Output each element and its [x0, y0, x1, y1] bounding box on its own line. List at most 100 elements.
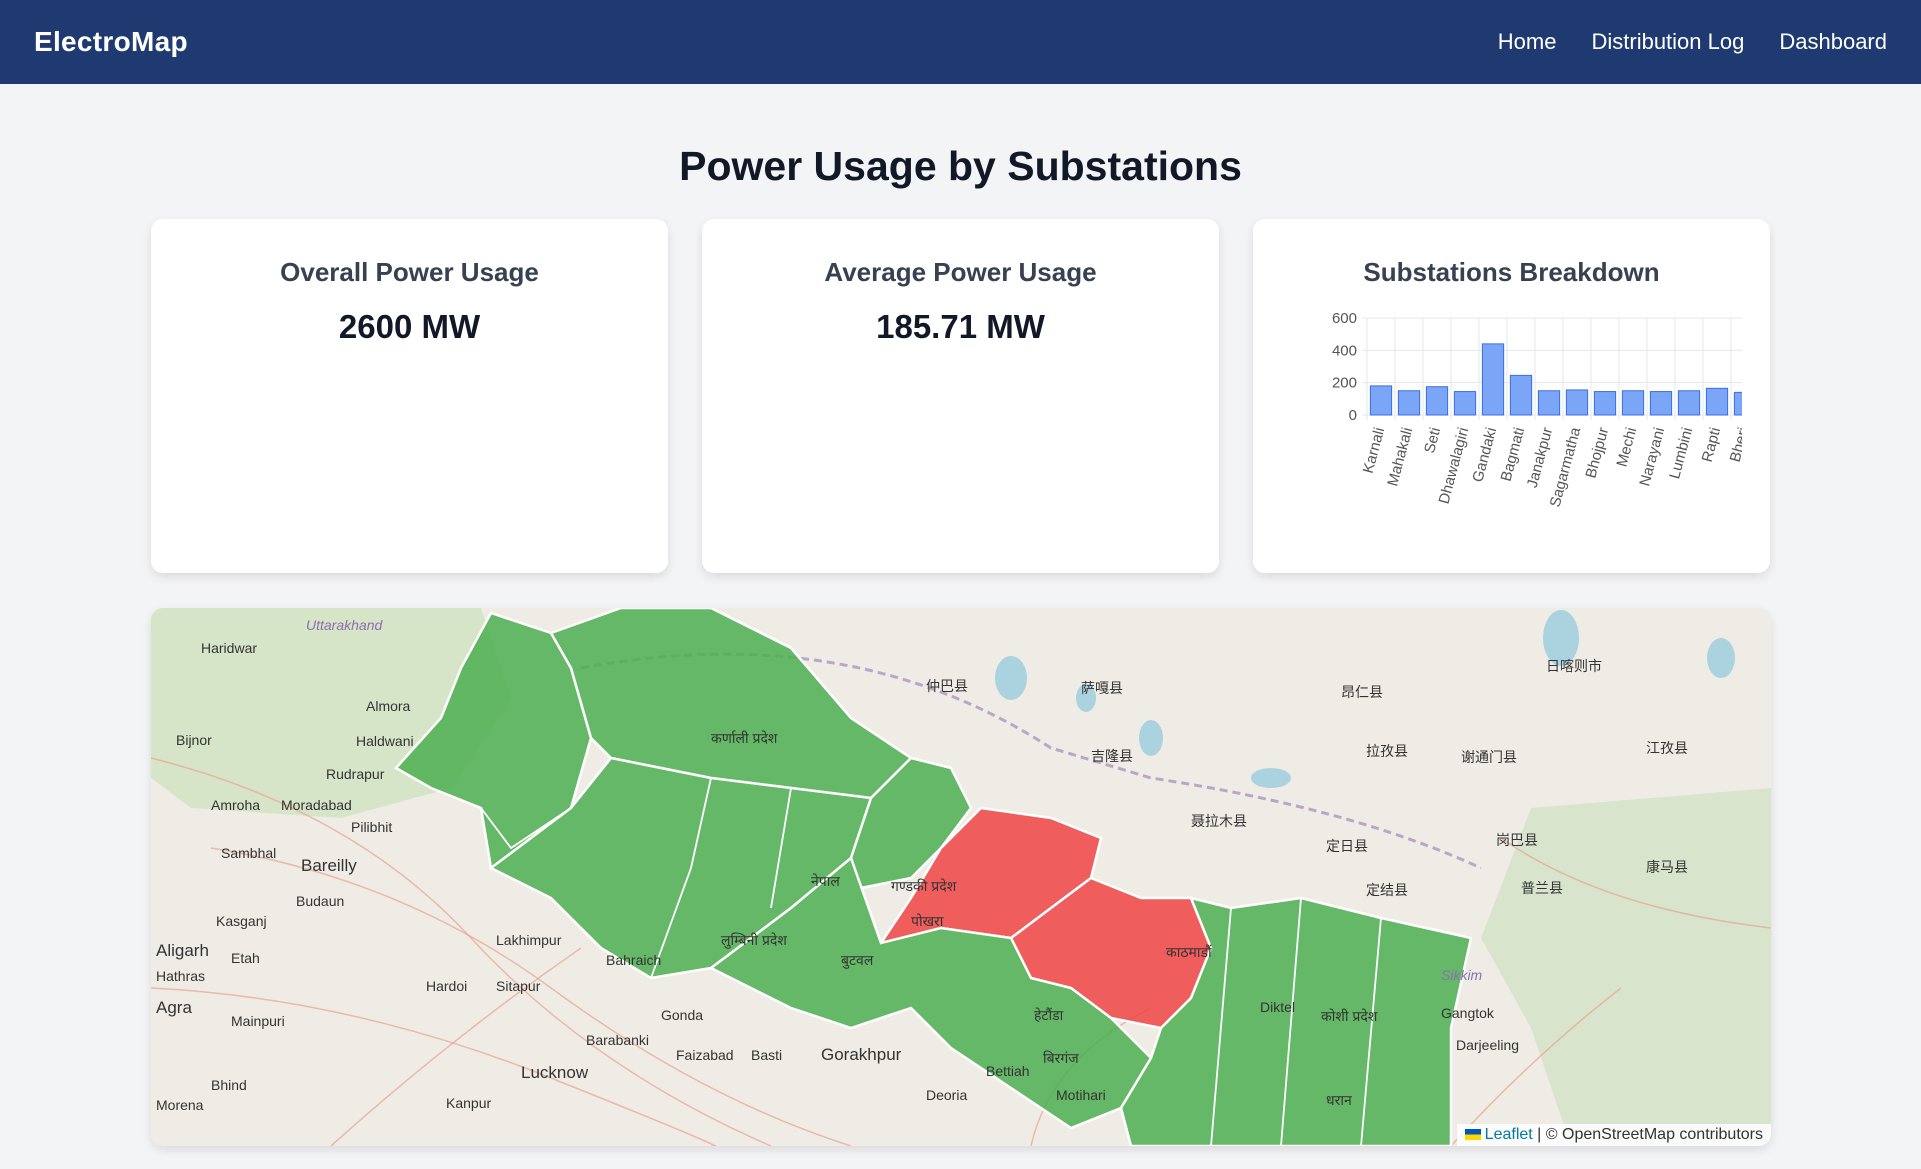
nav-dashboard-link[interactable]: Dashboard — [1779, 29, 1887, 54]
bar-bagmati[interactable] — [1509, 374, 1532, 416]
overall-power-value: 2600 MW — [338, 308, 481, 345]
bar-bheri[interactable] — [1733, 391, 1742, 416]
district-border — [1280, 897, 1302, 1146]
district-border — [770, 787, 792, 909]
map-place-label: Moradabad — [281, 797, 352, 813]
y-tick-label: 400 — [1331, 342, 1356, 359]
map-place-label: Almora — [366, 698, 411, 714]
bar-mechi[interactable] — [1621, 390, 1644, 416]
map-place-label: नेपाल — [811, 873, 840, 889]
district-border — [480, 807, 572, 850]
road — [1500, 837, 1771, 929]
overall-power-card: Overall Power Usage 2600 MW — [151, 219, 668, 573]
bar-janakpur[interactable] — [1537, 390, 1560, 416]
forest-area — [1481, 788, 1771, 1146]
district-border — [1210, 907, 1232, 1146]
road — [210, 847, 852, 1146]
x-tick-label: Bhojpur — [1582, 426, 1612, 480]
x-tick-label: Bagmati — [1497, 426, 1528, 484]
map-place-label: 谢通门县 — [1461, 749, 1517, 765]
y-tick-label: 0 — [1348, 407, 1356, 424]
map-place-label: 吉隆县 — [1091, 748, 1133, 764]
brand-logo[interactable]: ElectroMap — [34, 26, 188, 57]
nav-links: Home Distribution Log Dashboard — [1498, 29, 1887, 55]
map-place-label: 定日县 — [1326, 838, 1368, 854]
bar-dhawalagiri[interactable] — [1453, 391, 1476, 416]
map-place-label: Haridwar — [201, 640, 257, 656]
map-base-layer — [151, 608, 1771, 1146]
map-place-label: Bijnor — [176, 732, 212, 748]
x-tick-label: Karnali — [1359, 426, 1388, 476]
map-place-label: Darjeeling — [1456, 1037, 1519, 1053]
map-place-label: Hathras — [156, 968, 205, 984]
bar-bhojpur[interactable] — [1593, 391, 1616, 416]
bar-lumbini[interactable] — [1677, 390, 1700, 416]
map-place-label: Gonda — [661, 1007, 703, 1023]
x-tick-label: Gandaki — [1469, 426, 1500, 484]
map-place-label: Mainpuri — [231, 1013, 285, 1029]
map-place-label: गण्डकी प्रदेश — [891, 878, 957, 894]
x-tick-label: Seti — [1421, 426, 1444, 455]
road — [151, 987, 717, 1146]
map-place-label: 仲巴县 — [926, 678, 968, 694]
map-place-label: Bahraich — [606, 952, 661, 968]
map-place-label: Bettiah — [986, 1063, 1030, 1079]
map-place-label: 日喀则市 — [1546, 658, 1602, 674]
top-navbar: ElectroMap Home Distribution Log Dashboa… — [0, 0, 1921, 84]
map-place-label: 岗巴县 — [1496, 832, 1538, 848]
road — [330, 947, 582, 1146]
x-tick-label: Lumbini — [1666, 426, 1696, 481]
lake — [995, 656, 1027, 700]
nav-distribution-log-link[interactable]: Distribution Log — [1591, 29, 1745, 54]
map-place-label: 普兰县 — [1521, 880, 1563, 896]
map-place-label: 萨嘎县 — [1081, 680, 1123, 696]
map-place-label: Lakhimpur — [496, 932, 562, 948]
map-place-label: Hardoi — [426, 978, 467, 994]
map-place-label: पोखरा — [911, 913, 944, 929]
x-tick-label: Mahakali — [1384, 426, 1416, 488]
map-place-label: Kanpur — [446, 1095, 491, 1111]
map-place-label: 江孜县 — [1646, 740, 1688, 756]
map-place-label: काठमाडौं — [1166, 944, 1212, 960]
lake — [1543, 610, 1579, 666]
bar-mahakali[interactable] — [1397, 390, 1420, 416]
bar-gandaki[interactable] — [1481, 343, 1504, 416]
map-place-label: Motihari — [1056, 1087, 1106, 1103]
map-place-label: Bareilly — [301, 856, 357, 875]
average-power-card: Average Power Usage 185.71 MW — [702, 219, 1219, 573]
map-place-label: Sambhal — [221, 845, 276, 861]
map-place-label: धरान — [1326, 1092, 1352, 1108]
lake — [1139, 720, 1163, 756]
bar-rapti[interactable] — [1705, 387, 1728, 416]
y-tick-label: 600 — [1331, 310, 1356, 327]
map-place-label: Sikkim — [1441, 967, 1483, 983]
nav-home-link[interactable]: Home — [1497, 29, 1557, 54]
map-place-label: 拉孜县 — [1366, 743, 1408, 759]
map-place-label: Kasganj — [216, 913, 267, 929]
map-canvas[interactable]: Uttarakhand Haridwar Almora Bijnor Haldwani R… — [151, 608, 1771, 1146]
map-place-label: Uttarakhand — [306, 617, 383, 633]
bar-seti[interactable] — [1425, 386, 1448, 416]
map-place-label: 聂拉木县 — [1191, 813, 1247, 829]
substation-map[interactable]: Uttarakhand Haridwar Almora Bijnor Haldwani R… — [151, 608, 1771, 1146]
map-place-label: हेटौंडा — [1034, 1007, 1064, 1023]
map-place-label: Diktel — [1260, 999, 1295, 1015]
map-attribution: Leaflet | © OpenStreetMap contributors — [1456, 1124, 1771, 1146]
map-place-label: Morena — [156, 1097, 204, 1113]
map-place-label: Etah — [231, 950, 260, 966]
bar-karnali[interactable] — [1369, 385, 1392, 416]
bar-narayani[interactable] — [1649, 391, 1672, 416]
bar-sagarmatha[interactable] — [1565, 389, 1588, 416]
map-place-label: Basti — [751, 1047, 782, 1063]
map-place-label: कर्णाली प्रदेश — [711, 730, 778, 746]
district-border — [650, 777, 712, 979]
map-place-label: Amroha — [211, 797, 260, 813]
province-koshi[interactable] — [1119, 896, 1473, 1146]
leaflet-link[interactable]: Leaflet — [1484, 1126, 1533, 1143]
lake — [1251, 768, 1291, 788]
road — [151, 757, 772, 1146]
map-place-label: लुम्बिनी प्रदेश — [721, 932, 787, 949]
district-border — [1360, 917, 1382, 1146]
summary-cards: Overall Power Usage 2600 MW Average Powe… — [151, 219, 1770, 573]
